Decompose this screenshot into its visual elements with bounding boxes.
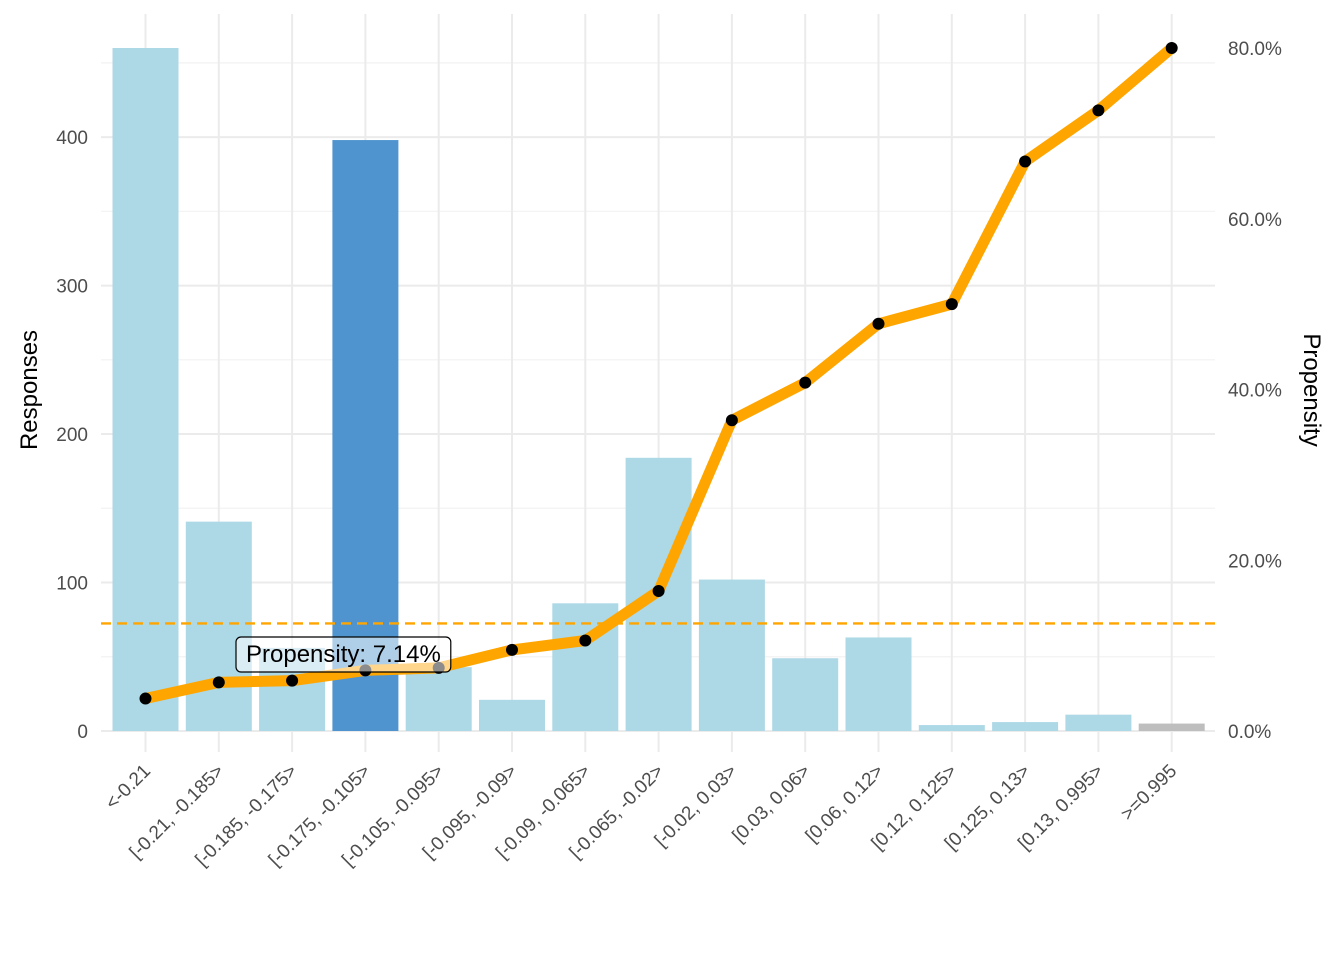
y2-axis-title: Propensity bbox=[1298, 333, 1325, 446]
y-tick-label: 200 bbox=[56, 425, 88, 446]
y-tick-label: 100 bbox=[56, 574, 88, 595]
bar-3 bbox=[332, 140, 399, 731]
y-axis-title: Responses bbox=[16, 330, 43, 450]
propensity-point-7 bbox=[652, 584, 665, 597]
bar-0 bbox=[112, 48, 179, 731]
y2-tick-label: 60.0% bbox=[1228, 210, 1282, 231]
bars bbox=[112, 48, 1205, 731]
bar-8 bbox=[698, 579, 765, 731]
propensity-point-5 bbox=[506, 643, 518, 656]
bar-10 bbox=[845, 637, 912, 731]
bar-4 bbox=[405, 667, 472, 731]
propensity-point-1 bbox=[212, 676, 225, 689]
bar-1 bbox=[185, 521, 252, 731]
bar-5 bbox=[479, 699, 545, 731]
bar-12 bbox=[992, 722, 1059, 731]
bar-11 bbox=[918, 725, 985, 731]
tooltip-text: Propensity: 7.14% bbox=[246, 641, 441, 668]
x-tick-label: [0.03, 0.06> bbox=[729, 761, 815, 847]
y-tick-label: 400 bbox=[56, 128, 88, 149]
tooltip: Propensity: 7.14% bbox=[235, 636, 452, 673]
propensity-point-12 bbox=[1019, 155, 1032, 168]
x-tick-label: <-0.21 bbox=[102, 761, 155, 814]
propensity-point-9 bbox=[799, 376, 812, 389]
y2-tick-label: 40.0% bbox=[1228, 381, 1282, 402]
bar-13 bbox=[1065, 714, 1132, 731]
tooltip-box bbox=[235, 636, 452, 673]
propensity-point-2 bbox=[286, 674, 299, 687]
propensity-point-0 bbox=[139, 692, 152, 705]
x-tick-label: >=0.995 bbox=[1117, 761, 1181, 825]
propensity-point-8 bbox=[725, 414, 738, 427]
propensity-point-13 bbox=[1092, 104, 1105, 117]
y-tick-label: 300 bbox=[56, 277, 88, 298]
y-tick-label: 0 bbox=[77, 722, 88, 743]
y2-tick-label: 0.0% bbox=[1228, 722, 1271, 743]
propensity-point-6 bbox=[579, 634, 592, 647]
propensity-point-14 bbox=[1165, 42, 1178, 54]
y2-tick-label: 20.0% bbox=[1228, 551, 1282, 572]
propensity-point-11 bbox=[945, 298, 958, 311]
propensity-point-10 bbox=[872, 317, 885, 330]
bar-9 bbox=[772, 658, 839, 731]
y2-tick-label: 80.0% bbox=[1228, 39, 1282, 60]
bar-14 bbox=[1138, 723, 1205, 731]
